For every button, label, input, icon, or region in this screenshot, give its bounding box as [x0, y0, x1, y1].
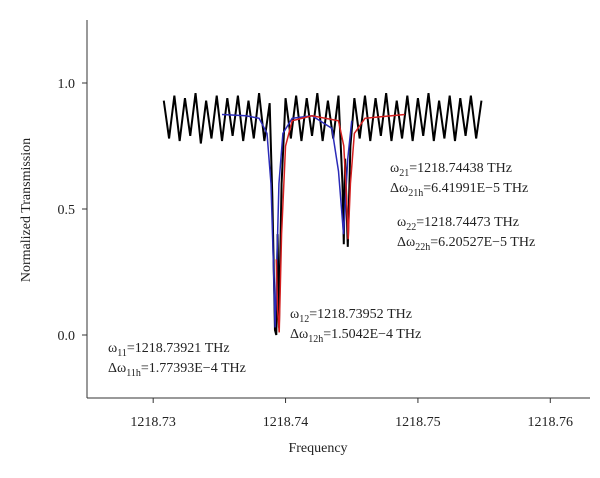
x-tick-label: 1218.75 — [395, 415, 441, 430]
annotation-subscript: 11h — [126, 368, 141, 379]
annotation-symbol: ω — [390, 161, 399, 176]
y-tick-label: 0.5 — [58, 203, 76, 218]
fit-line — [221, 113, 353, 328]
annotation-symbol: ω — [108, 341, 117, 356]
annotation: ω12=1218.73952 THz — [290, 307, 412, 325]
y-tick-label: 0.0 — [58, 329, 76, 344]
x-tick-label: 1218.76 — [528, 415, 574, 430]
annotation-text: =1218.74473 THz — [416, 215, 519, 230]
annotation: Δω12h=1.5042E−4 THz — [290, 327, 421, 345]
annotation-text: =6.41991E−5 THz — [423, 181, 528, 196]
annotation: ω11=1218.73921 THz — [108, 341, 230, 359]
annotation-symbol: Δω — [290, 327, 308, 342]
annotation-subscript: 22 — [406, 222, 416, 233]
annotation: Δω21h=6.41991E−5 THz — [390, 181, 528, 199]
annotation-symbol: ω — [397, 215, 406, 230]
annotation-text: =1.77393E−4 THz — [141, 361, 246, 376]
annotation-subscript: 12 — [299, 314, 309, 325]
annotation-text: =1218.73952 THz — [309, 307, 412, 322]
fit-line — [275, 113, 405, 333]
y-axis-label: Normalized Transmission — [19, 138, 34, 282]
annotation-text: =1218.74438 THz — [409, 161, 512, 176]
annotation: Δω11h=1.77393E−4 THz — [108, 361, 246, 379]
annotation: ω21=1218.74438 THz — [390, 161, 512, 179]
annotation: Δω22h=6.20527E−5 THz — [397, 235, 535, 253]
annotation-subscript: 22h — [415, 242, 430, 253]
annotation-symbol: Δω — [108, 361, 126, 376]
annotation-subscript: 12h — [308, 334, 323, 345]
annotation-subscript: 11 — [117, 348, 127, 359]
annotation: ω22=1218.74473 THz — [397, 215, 519, 233]
annotation-symbol: Δω — [397, 235, 415, 250]
annotation-symbol: Δω — [390, 181, 408, 196]
x-tick-label: 1218.73 — [130, 415, 176, 430]
annotation-text: =6.20527E−5 THz — [430, 235, 535, 250]
annotation-symbol: ω — [290, 307, 299, 322]
annotation-text: =1.5042E−4 THz — [323, 327, 421, 342]
annotation-subscript: 21h — [408, 188, 423, 199]
x-axis-label: Frequency — [288, 441, 347, 456]
annotation-text: =1218.73921 THz — [127, 341, 230, 356]
x-tick-label: 1218.74 — [263, 415, 309, 430]
y-tick-label: 1.0 — [58, 77, 76, 92]
annotation-subscript: 21 — [399, 168, 409, 179]
